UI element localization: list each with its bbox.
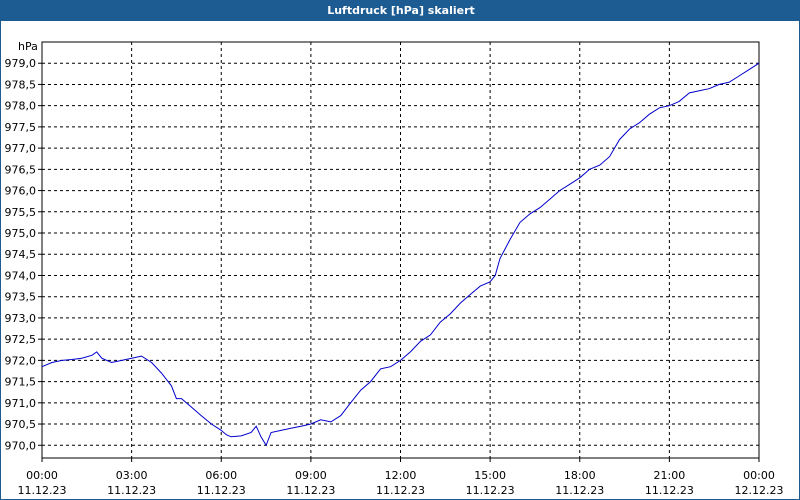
y-tick-label: 976,5 bbox=[5, 163, 37, 176]
plot-area bbox=[41, 41, 760, 459]
x-tick-date-label: 11.12.23 bbox=[107, 484, 156, 497]
x-tick-time-label: 06:00 bbox=[205, 469, 237, 482]
y-tick-label: 975,0 bbox=[5, 227, 37, 240]
x-tick-date-label: 11.12.23 bbox=[197, 484, 246, 497]
x-tick-date-label: 11.12.23 bbox=[376, 484, 425, 497]
x-tick-date-label: 11.12.23 bbox=[18, 484, 67, 497]
x-tick-time-label: 00:00 bbox=[26, 469, 58, 482]
x-tick-time-label: 12:00 bbox=[385, 469, 417, 482]
x-tick-time-label: 09:00 bbox=[295, 469, 327, 482]
y-tick-label: 971,5 bbox=[5, 376, 37, 389]
y-tick-label: 976,0 bbox=[5, 185, 37, 198]
x-tick-date-label: 12.12.23 bbox=[735, 484, 784, 497]
x-tick-date-label: 11.12.23 bbox=[645, 484, 694, 497]
y-tick-label: 978,5 bbox=[5, 78, 37, 91]
y-tick-label: 977,0 bbox=[5, 142, 37, 155]
x-tick-time-label: 00:00 bbox=[743, 469, 775, 482]
grid-lines bbox=[38, 42, 760, 462]
y-tick-label: 970,5 bbox=[5, 418, 37, 431]
y-axis-label: hPa bbox=[18, 40, 38, 53]
x-tick-date-label: 11.12.23 bbox=[555, 484, 604, 497]
x-tick-date-label: 11.12.23 bbox=[286, 484, 335, 497]
x-tick-time-label: 18:00 bbox=[564, 469, 596, 482]
y-tick-label: 973,5 bbox=[5, 291, 37, 304]
y-tick-label: 973,0 bbox=[5, 312, 37, 325]
y-tick-label: 970,0 bbox=[5, 439, 37, 452]
y-tick-labels: 970,0 970,5 971,0 971,5 972,0 972,5 973,0 973,5… bbox=[5, 57, 37, 452]
pressure-line bbox=[41, 62, 760, 447]
y-tick-label: 974,0 bbox=[5, 269, 37, 282]
y-tick-label: 977,5 bbox=[5, 121, 37, 134]
x-tick-date-label: 11.12.23 bbox=[466, 484, 515, 497]
y-tick-label: 979,0 bbox=[5, 57, 37, 70]
y-tick-label: 974,5 bbox=[5, 248, 37, 261]
y-tick-label: 975,5 bbox=[5, 206, 37, 219]
x-tick-labels: 00:00 11.12.23 03:00 11.12.23 06:00 11.12.23 0… bbox=[18, 469, 784, 497]
x-tick-time-label: 21:00 bbox=[654, 469, 686, 482]
x-tick-time-label: 03:00 bbox=[116, 469, 148, 482]
y-tick-label: 978,0 bbox=[5, 100, 37, 113]
y-tick-label: 972,0 bbox=[5, 354, 37, 367]
chart-title: Luftdruck [hPa] skaliert bbox=[1, 1, 800, 21]
y-tick-label: 971,0 bbox=[5, 397, 37, 410]
y-tick-label: 972,5 bbox=[5, 333, 37, 346]
x-tick-time-label: 15:00 bbox=[474, 469, 506, 482]
